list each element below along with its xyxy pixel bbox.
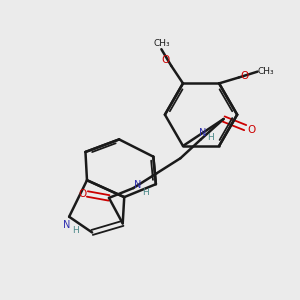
Text: N: N bbox=[134, 180, 142, 190]
Text: O: O bbox=[161, 55, 170, 65]
Text: H: H bbox=[142, 188, 148, 197]
Text: O: O bbox=[241, 70, 249, 80]
Text: CH₃: CH₃ bbox=[153, 39, 170, 48]
Text: H: H bbox=[207, 133, 214, 142]
Text: O: O bbox=[78, 189, 86, 199]
Text: O: O bbox=[247, 124, 255, 135]
Text: N: N bbox=[64, 220, 71, 230]
Text: N: N bbox=[199, 128, 206, 138]
Text: CH₃: CH₃ bbox=[258, 67, 274, 76]
Text: H: H bbox=[72, 226, 79, 235]
